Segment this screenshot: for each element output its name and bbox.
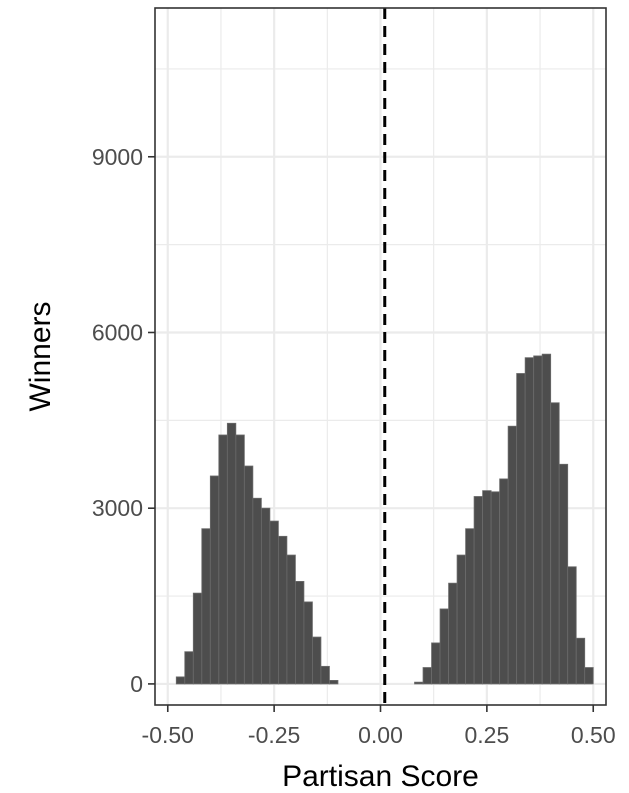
y-tick-label: 3000 (92, 495, 143, 521)
histogram-bar (422, 667, 432, 685)
histogram-bar (295, 581, 305, 685)
histogram-bar (575, 637, 586, 685)
histogram-bar (243, 465, 254, 685)
y-axis-title: Winners (24, 301, 57, 411)
x-tick-label: 0.00 (358, 722, 403, 748)
histogram-bar (558, 463, 569, 685)
axis-ticks: -0.50 -0.25 0.00 0.25 0.50 0 3000 6000 9000 (92, 144, 616, 748)
histogram-bar (490, 491, 501, 685)
histogram-bar (252, 497, 262, 685)
histogram-bar (431, 642, 441, 685)
x-tick-label: -0.25 (248, 722, 300, 748)
y-tick-label: 9000 (92, 144, 143, 170)
histogram-bar (584, 667, 594, 685)
histogram-bar (533, 355, 543, 685)
histogram-bar (184, 651, 194, 685)
histogram-bar (192, 592, 203, 685)
histogram-bars (175, 353, 594, 685)
histogram-bar (448, 582, 458, 685)
histogram-bar (303, 601, 313, 685)
x-axis-title: Partisan Score (282, 760, 479, 793)
histogram-bar (312, 636, 322, 685)
histogram-bar (550, 402, 560, 685)
y-tick-label: 6000 (92, 319, 143, 345)
histogram-bar (226, 422, 237, 685)
histogram-bar (329, 680, 339, 685)
histogram-bar (414, 681, 424, 685)
histogram-bar (175, 676, 186, 685)
histogram-bar (465, 528, 475, 685)
x-tick-label: -0.50 (142, 722, 194, 748)
histogram-bar (277, 535, 288, 685)
x-tick-label: 0.50 (571, 722, 616, 748)
histogram-bar (541, 353, 552, 685)
histogram-bar (516, 373, 526, 685)
histogram-bar (524, 357, 535, 685)
histogram-bar (482, 490, 492, 685)
x-tick-label: 0.25 (464, 722, 509, 748)
histogram-bar (320, 665, 330, 685)
histogram-bar (567, 566, 577, 685)
histogram-bar (209, 475, 220, 685)
histogram-bar (473, 496, 484, 685)
histogram-bar (456, 554, 466, 685)
histogram-bar (499, 478, 509, 685)
y-tick-label: 0 (130, 671, 143, 697)
histogram-bar (269, 520, 279, 685)
histogram-bar (235, 434, 245, 685)
histogram-bar (507, 425, 518, 685)
histogram-bar (260, 507, 271, 685)
histogram-bar (439, 608, 449, 685)
histogram-bar (218, 434, 228, 685)
histogram-bar (201, 528, 211, 685)
histogram-bar (286, 554, 296, 685)
